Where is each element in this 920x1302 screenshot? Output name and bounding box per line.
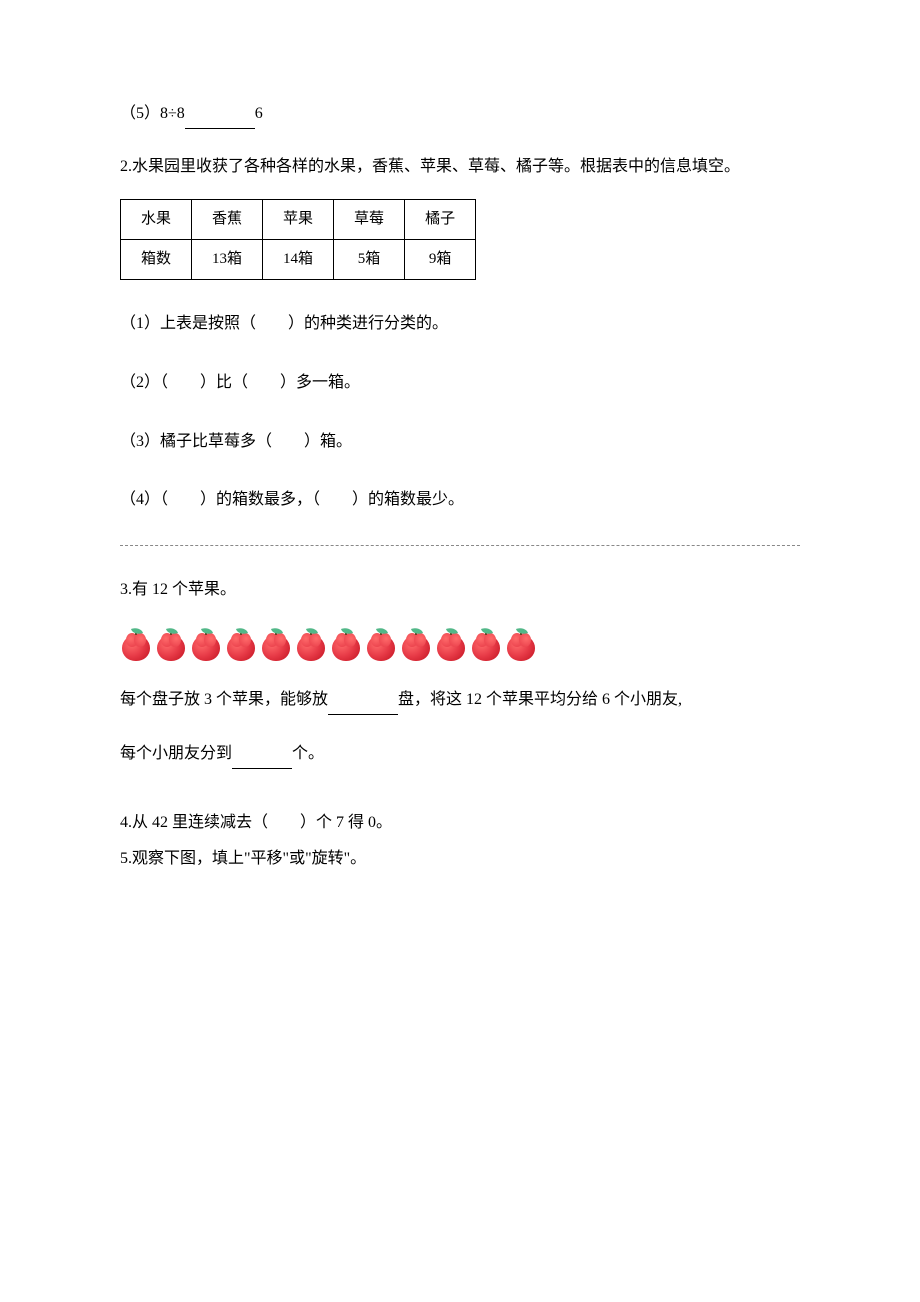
table-cell: 草莓 (334, 199, 405, 239)
table-cell: 14箱 (263, 239, 334, 279)
question-2-sub2: （2）（ ）比（ ）多一箱。 (120, 369, 800, 398)
apple-icon (120, 625, 152, 661)
apple-icon (505, 625, 537, 661)
table-cell: 苹果 (263, 199, 334, 239)
apple-icon (225, 625, 257, 661)
apple-icon (365, 625, 397, 661)
q3-text: 每个盘子放 3 个苹果，能够放 (120, 691, 328, 708)
apple-icon (155, 625, 187, 661)
apple-icon (260, 625, 292, 661)
table-cell: 香蕉 (192, 199, 263, 239)
apple-icon (190, 625, 222, 661)
q1-5-prefix: （5）8÷8 (120, 105, 185, 122)
question-3-title: 3.有 12 个苹果。 (120, 576, 800, 605)
apple-icon (470, 625, 502, 661)
apple-icon (400, 625, 432, 661)
question-2-intro: 2.水果园里收获了各种各样的水果，香蕉、苹果、草莓、橘子等。根据表中的信息填空。 (120, 149, 800, 184)
q3-text: 盘，将这 12 个苹果平均分给 6 个小朋友, (398, 691, 682, 708)
table-cell: 水果 (121, 199, 192, 239)
q3-text: 每个小朋友分到 (120, 745, 232, 762)
section-divider (120, 545, 800, 546)
question-1-5: （5）8÷8 6 (120, 100, 800, 129)
table-cell: 箱数 (121, 239, 192, 279)
question-5: 5.观察下图，填上"平移"或"旋转"。 (120, 845, 800, 874)
q1-5-suffix: 6 (255, 105, 263, 122)
fruit-table: 水果 香蕉 苹果 草莓 橘子 箱数 13箱 14箱 5箱 9箱 (120, 199, 476, 280)
question-3-line2: 每个小朋友分到 个。 (120, 740, 800, 769)
table-cell: 5箱 (334, 239, 405, 279)
blank-fill[interactable] (185, 111, 255, 129)
table-cell: 橘子 (405, 199, 476, 239)
blank-fill[interactable] (328, 697, 398, 715)
apple-icon (435, 625, 467, 661)
table-row-header: 水果 香蕉 苹果 草莓 橘子 (121, 199, 476, 239)
apple-icon (295, 625, 327, 661)
question-2-sub3: （3）橘子比草莓多（ ）箱。 (120, 428, 800, 457)
apple-row (120, 625, 800, 661)
question-4: 4.从 42 里连续减去（ ）个 7 得 0。 (120, 809, 800, 838)
table-cell: 13箱 (192, 239, 263, 279)
blank-fill[interactable] (232, 751, 292, 769)
table-row-data: 箱数 13箱 14箱 5箱 9箱 (121, 239, 476, 279)
question-3-line1: 每个盘子放 3 个苹果，能够放 盘，将这 12 个苹果平均分给 6 个小朋友, (120, 686, 800, 715)
q3-text: 个。 (292, 745, 324, 762)
table-cell: 9箱 (405, 239, 476, 279)
apple-icon (330, 625, 362, 661)
question-2-sub4: （4）（ ）的箱数最多，（ ）的箱数最少。 (120, 486, 800, 515)
question-2-sub1: （1）上表是按照（ ）的种类进行分类的。 (120, 310, 800, 339)
